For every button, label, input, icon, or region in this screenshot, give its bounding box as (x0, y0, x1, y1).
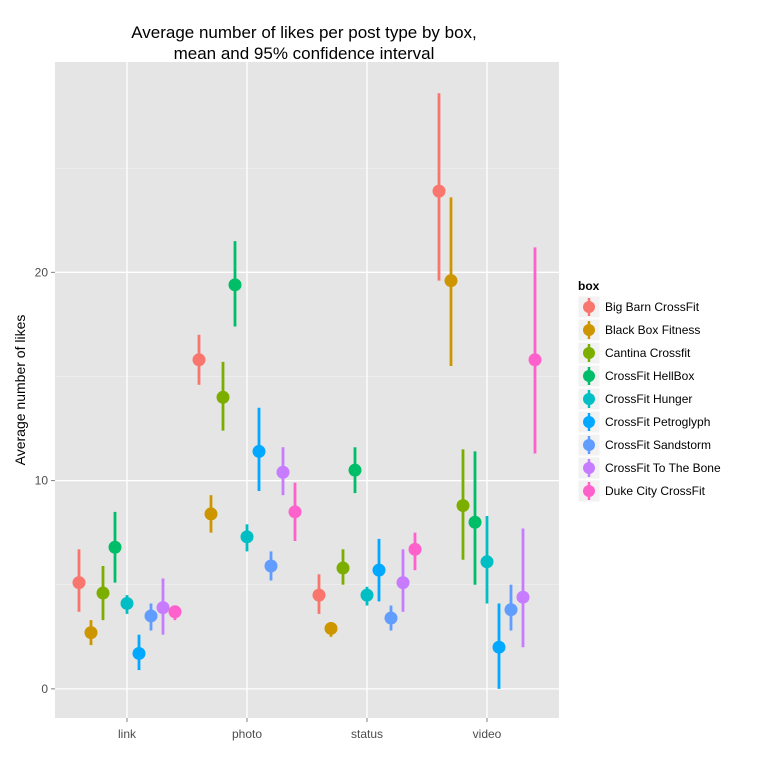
x-tick-label: video (473, 727, 502, 741)
data-point (444, 274, 458, 288)
data-point (384, 611, 398, 625)
x-tick-label: status (351, 727, 383, 741)
data-point (156, 601, 170, 615)
data-point (108, 540, 122, 554)
legend-item: Duke City CrossFit (577, 479, 706, 503)
legend-key-point (583, 370, 595, 382)
data-point (276, 465, 290, 479)
legend-item: CrossFit Hunger (577, 387, 692, 411)
axes: 0 10 20 link photo status video (35, 265, 502, 741)
legend-key-point (583, 416, 595, 428)
y-tick-label: 10 (35, 474, 49, 488)
data-point (132, 646, 146, 660)
series (144, 551, 518, 631)
data-point (432, 184, 446, 198)
y-tick-label: 0 (41, 682, 48, 696)
data-point (468, 515, 482, 529)
data-point (372, 563, 386, 577)
series (132, 407, 506, 689)
legend-item: Cantina Crossfit (577, 341, 691, 365)
data-point (288, 505, 302, 519)
chart-title-line-1: Average number of likes per post type by… (131, 23, 477, 42)
data-point (168, 605, 182, 619)
y-axis-title: Average number of likes (12, 315, 28, 466)
series (108, 241, 482, 585)
data-point (228, 278, 242, 292)
series (156, 447, 530, 648)
legend-key-point (583, 347, 595, 359)
legend-label: CrossFit Hunger (605, 392, 692, 406)
y-tick-label: 20 (35, 265, 49, 279)
data-point (204, 507, 218, 521)
data-point (396, 576, 410, 590)
chart-title-line-2: mean and 95% confidence interval (174, 44, 435, 63)
legend-item: Big Barn CrossFit (577, 295, 700, 319)
data-point (120, 596, 134, 610)
data-point (456, 499, 470, 513)
data-layer (72, 93, 542, 689)
data-point (144, 609, 158, 623)
data-point (504, 603, 518, 617)
series (84, 197, 458, 646)
legend-key-point (583, 485, 595, 497)
data-point (240, 530, 254, 544)
data-point (216, 390, 230, 404)
legend: box Big Barn CrossFit Black Box Fitness Ca… (577, 279, 721, 503)
legend-label: Duke City CrossFit (605, 484, 706, 498)
legend-item: CrossFit Petroglyph (577, 410, 710, 434)
plot-panel (55, 62, 559, 718)
series (120, 515, 494, 614)
legend-key-point (583, 324, 595, 336)
legend-key-point (583, 301, 595, 313)
gridlines (55, 62, 559, 718)
legend-key-point (583, 393, 595, 405)
data-point (516, 590, 530, 604)
data-point (348, 463, 362, 477)
series (72, 93, 446, 614)
legend-label: Big Barn CrossFit (605, 300, 700, 314)
legend-title: box (578, 279, 600, 293)
data-point (324, 621, 338, 635)
data-point (96, 586, 110, 600)
data-point (72, 576, 86, 590)
series (96, 361, 470, 621)
legend-label: CrossFit Sandstorm (605, 438, 711, 452)
series (168, 247, 542, 621)
legend-label: Cantina Crossfit (605, 346, 691, 360)
x-tick-label: photo (232, 727, 262, 741)
legend-key-point (583, 462, 595, 474)
data-point (528, 353, 542, 367)
legend-label: CrossFit Petroglyph (605, 415, 710, 429)
data-point (84, 626, 98, 640)
legend-item: Black Box Fitness (577, 318, 700, 342)
legend-key-point (583, 439, 595, 451)
legend-label: CrossFit To The Bone (605, 461, 721, 475)
data-point (252, 444, 266, 458)
legend-item: CrossFit Sandstorm (577, 433, 711, 457)
data-point (264, 559, 278, 573)
x-tick-label: link (118, 727, 137, 741)
data-point (492, 640, 506, 654)
legend-label: CrossFit HellBox (605, 369, 694, 383)
data-point (480, 555, 494, 569)
legend-item: CrossFit To The Bone (577, 456, 721, 480)
data-point (360, 588, 374, 602)
data-point (312, 588, 326, 602)
data-point (408, 542, 422, 556)
legend-item: CrossFit HellBox (577, 364, 694, 388)
data-point (192, 353, 206, 367)
data-point (336, 561, 350, 575)
legend-label: Black Box Fitness (605, 323, 700, 337)
